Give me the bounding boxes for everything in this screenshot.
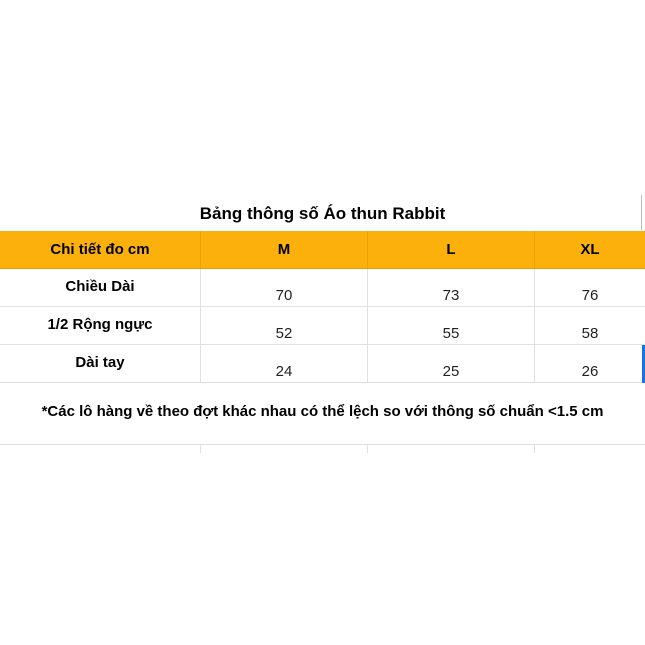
empty-cell[interactable] bbox=[201, 445, 368, 453]
table-row: Chiều Dài 70 73 76 bbox=[0, 269, 645, 307]
cell-value[interactable]: 25 bbox=[368, 345, 535, 382]
header-cell-xl[interactable]: XL bbox=[580, 241, 600, 258]
cell-value[interactable]: 55 bbox=[368, 307, 535, 344]
row-label[interactable]: Chiều Dài bbox=[0, 269, 201, 306]
empty-row bbox=[0, 445, 645, 453]
cell-value[interactable]: 26 bbox=[581, 363, 599, 380]
cell-value[interactable]: 52 bbox=[201, 307, 368, 344]
selection-indicator bbox=[642, 345, 645, 383]
cell-value[interactable]: 70 bbox=[201, 269, 368, 306]
cell-value[interactable]: 76 bbox=[581, 287, 599, 304]
cell-value[interactable]: 58 bbox=[581, 325, 599, 342]
table-title: Bảng thông số Áo thun Rabbit bbox=[199, 204, 446, 223]
cell-value[interactable]: 24 bbox=[201, 345, 368, 382]
empty-cell[interactable] bbox=[0, 445, 201, 453]
tolerance-note[interactable]: *Các lô hàng về theo đợt khác nhau có th… bbox=[0, 383, 645, 445]
cell-value[interactable]: 73 bbox=[368, 269, 535, 306]
header-cell-detail[interactable]: Chi tiết đo cm bbox=[0, 231, 201, 268]
header-cell-l[interactable]: L bbox=[368, 231, 535, 268]
table-row: Dài tay 24 25 26 bbox=[0, 345, 645, 383]
header-row: Chi tiết đo cm M L XL bbox=[0, 231, 645, 269]
empty-cell[interactable] bbox=[535, 445, 645, 453]
scrollbar-edge[interactable] bbox=[641, 195, 642, 230]
row-label[interactable]: Dài tay bbox=[0, 345, 201, 382]
header-cell-m[interactable]: M bbox=[201, 231, 368, 268]
empty-cell[interactable] bbox=[368, 445, 535, 453]
size-table: Chi tiết đo cm M L XL Chiều Dài 70 73 76… bbox=[0, 231, 645, 453]
row-label[interactable]: 1/2 Rộng ngực bbox=[0, 307, 201, 344]
table-row: 1/2 Rộng ngực 52 55 58 bbox=[0, 307, 645, 345]
